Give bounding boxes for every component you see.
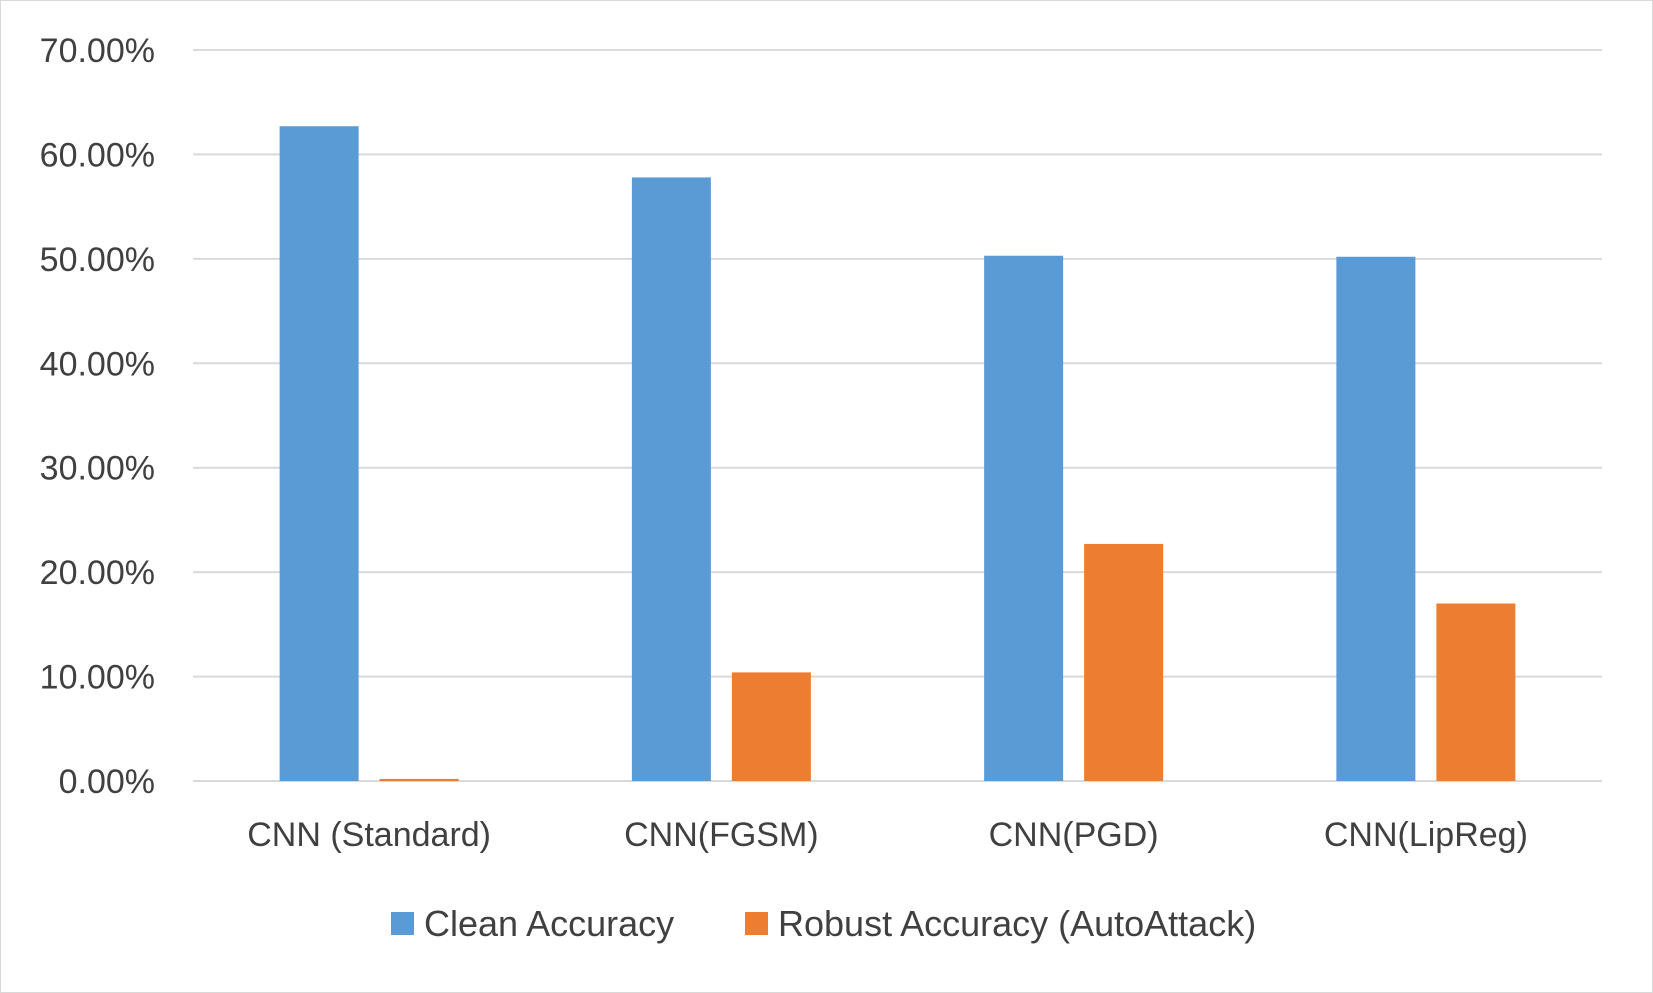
x-category-label: CNN(PGD) [989,816,1159,854]
legend-swatch [745,912,768,935]
bar-robust [731,672,811,781]
legend: Clean Accuracy Robust Accuracy (AutoAttac… [391,903,1256,944]
bar-clean [279,126,359,782]
y-tick-label: 60.00% [40,136,155,174]
bar-clean [984,255,1064,781]
y-tick-label: 0.00% [59,763,155,801]
legend-label: Robust Accuracy (AutoAttack) [778,903,1256,944]
x-axis-category-labels: CNN (Standard) CNN(FGSM) CNN(PGD) CNN(LipRe… [247,816,1528,854]
y-tick-label: 50.00% [40,241,155,279]
legend-item: Robust Accuracy (AutoAttack) [745,903,1256,944]
bar-robust [1084,543,1164,781]
y-tick-label: 20.00% [40,554,155,592]
legend-swatch [391,912,414,935]
bar-clean [631,177,711,782]
x-category-label: CNN(LipReg) [1324,816,1528,854]
y-axis-tick-labels: 0.00% 10.00% 20.00% 30.00% 40.00% 50.00% 60.00… [40,32,155,801]
y-tick-label: 70.00% [40,32,155,70]
bar-robust [379,778,459,781]
legend-item: Clean Accuracy [391,903,674,944]
y-tick-label: 40.00% [40,345,155,383]
x-category-label: CNN(FGSM) [624,816,819,854]
bar-robust [1436,603,1516,781]
y-tick-label: 30.00% [40,450,155,488]
legend-label: Clean Accuracy [424,903,674,944]
bar-clean [1336,256,1416,782]
y-tick-label: 10.00% [40,659,155,697]
bars [279,126,1516,782]
x-category-label: CNN (Standard) [247,816,491,854]
